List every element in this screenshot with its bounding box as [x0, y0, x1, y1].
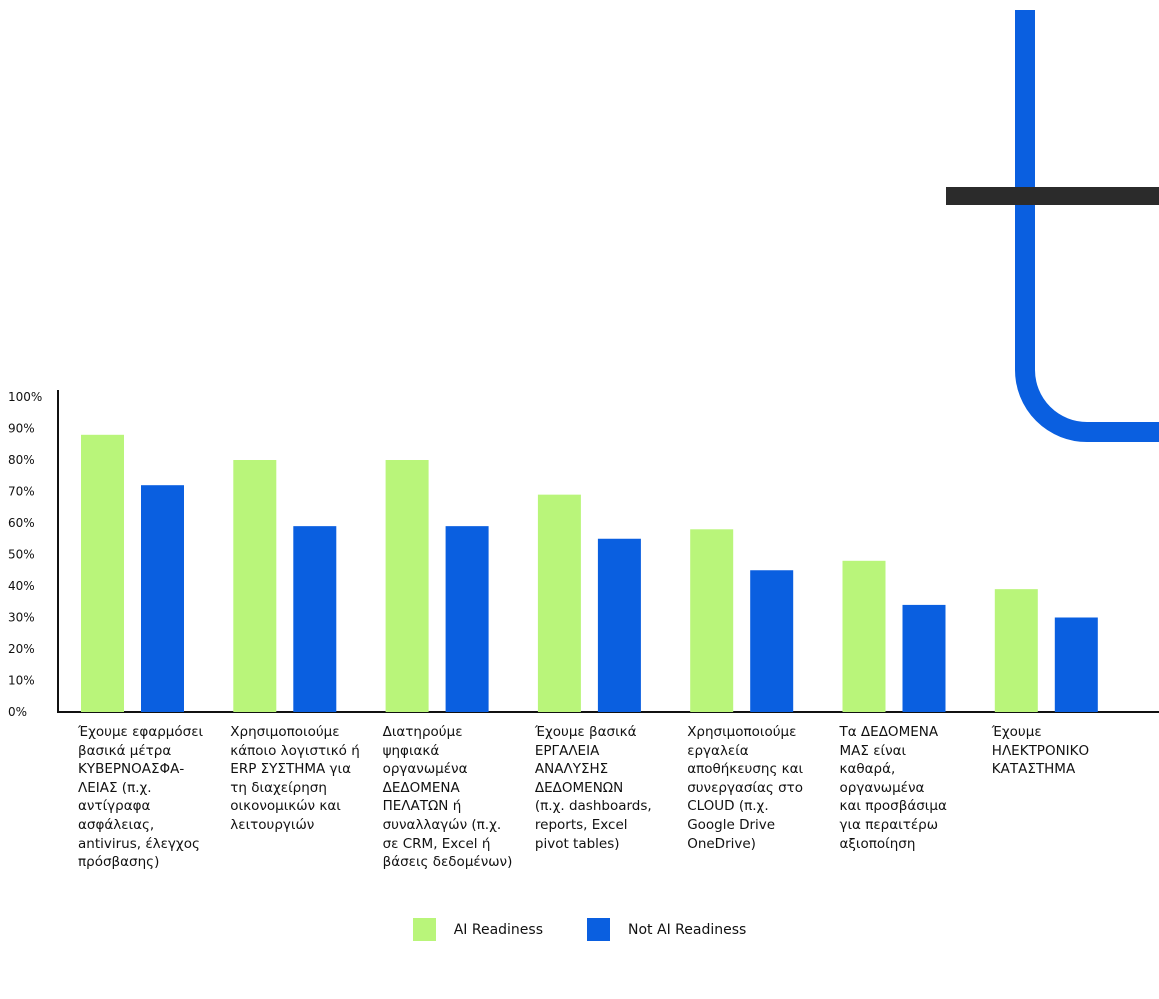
y-tick-label: 30% — [8, 611, 35, 625]
x-category-label: Τα ΔΕΔΟΜΕΝΑ ΜΑΣ είναι καθαρά, οργανωμένα… — [839, 724, 947, 852]
y-tick-label: 40% — [8, 579, 35, 593]
x-category-label: Έχουμε βασικά ΕΡΓΑΛΕΙΑ ΑΝΑΛΥΣΗΣ ΔΕΔΟΜΕΝΩ… — [534, 724, 652, 852]
y-tick-label: 10% — [8, 674, 35, 688]
legend-item-ai-readiness: AI Readiness — [412, 918, 544, 941]
bar-ai-readiness — [537, 494, 581, 712]
bar-ai-readiness — [385, 460, 429, 712]
y-tick-label: 70% — [8, 485, 35, 499]
decorative-dark-bar — [946, 187, 1159, 205]
y-tick-label: 80% — [8, 453, 35, 467]
x-category-label: Έχουμε εφαρμόσει βασικά μέτρα ΚΥΒΕΡΝΟΑΣΦ… — [78, 724, 204, 871]
bar-ai-readiness — [994, 589, 1038, 712]
y-tick-label: 50% — [8, 548, 35, 562]
legend-swatch-ai-readiness — [412, 918, 436, 941]
decorative-blue-curve — [1015, 10, 1159, 442]
bar-not-ai-readiness — [1054, 617, 1098, 712]
bar-not-ai-readiness — [597, 538, 641, 712]
x-category-label: Χρησιμοποιούμε εργαλεία αποθήκευσης και … — [687, 724, 804, 852]
y-tick-label: 20% — [8, 642, 35, 656]
bar-not-ai-readiness — [902, 604, 946, 712]
legend-label-ai-readiness: AI Readiness — [453, 921, 544, 938]
legend-swatch-not-ai-readiness — [587, 918, 611, 941]
legend-item-not-ai-readiness: Not AI Readiness — [587, 918, 746, 941]
bar-not-ai-readiness — [141, 485, 184, 712]
legend-label-not-ai-readiness: Not AI Readiness — [628, 921, 747, 938]
y-tick-label: 100% — [8, 390, 42, 404]
x-category-label: Έχουμε ΗΛΕΚΤΡΟΝΙΚΟ ΚΑΤΑΣΤΗΜΑ — [991, 724, 1090, 778]
bar-ai-readiness — [81, 434, 124, 712]
bar-not-ai-readiness — [293, 526, 337, 712]
bar-ai-readiness — [842, 560, 886, 712]
y-tick-label: 60% — [8, 516, 35, 530]
bar-not-ai-readiness — [750, 570, 794, 712]
bar-ai-readiness — [690, 529, 734, 712]
y-tick-label: 90% — [8, 422, 35, 436]
bar-not-ai-readiness — [445, 526, 489, 712]
x-category-label: Διατηρούμε ψηφιακά οργανωμένα ΔΕΔΟΜΕΝΑ Π… — [382, 724, 513, 871]
x-category-label: Χρησιμοποιούμε κάποιο λογιστικό ή ERP ΣΥ… — [230, 724, 360, 833]
bar-ai-readiness — [233, 460, 277, 712]
chart-legend: AI Readiness Not AI Readiness — [0, 918, 1159, 941]
y-tick-label: 0% — [8, 705, 27, 719]
